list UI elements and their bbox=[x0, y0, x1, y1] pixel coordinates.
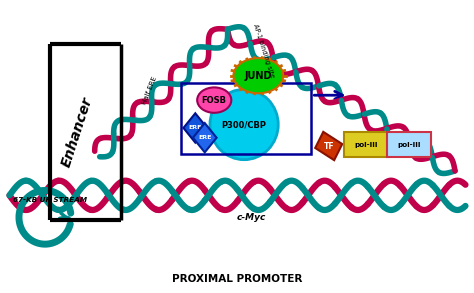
Text: FOSB: FOSB bbox=[202, 96, 227, 105]
Text: TF: TF bbox=[324, 142, 334, 151]
Text: pol-III: pol-III bbox=[355, 142, 378, 148]
Text: ERE: ERE bbox=[189, 125, 202, 130]
Polygon shape bbox=[315, 132, 342, 160]
Ellipse shape bbox=[234, 58, 283, 93]
Text: ERE: ERE bbox=[198, 135, 211, 140]
Ellipse shape bbox=[197, 87, 231, 113]
Polygon shape bbox=[183, 113, 207, 143]
Text: 67-KB UP STREAM: 67-KB UP STREAM bbox=[13, 197, 87, 203]
Text: pol-III: pol-III bbox=[397, 142, 420, 148]
Text: PROXIMAL PROMOTER: PROXIMAL PROMOTER bbox=[172, 274, 302, 284]
Circle shape bbox=[210, 89, 278, 160]
Polygon shape bbox=[193, 123, 217, 152]
FancyBboxPatch shape bbox=[387, 132, 431, 157]
FancyBboxPatch shape bbox=[344, 132, 388, 157]
Text: Enhancer: Enhancer bbox=[59, 95, 95, 169]
Text: AP-1 binding site: AP-1 binding site bbox=[252, 24, 274, 79]
Text: c-Myc: c-Myc bbox=[237, 213, 266, 222]
Text: JUND: JUND bbox=[245, 71, 272, 81]
Text: Half ERE: Half ERE bbox=[141, 75, 158, 105]
Text: P300/CBP: P300/CBP bbox=[222, 120, 266, 129]
